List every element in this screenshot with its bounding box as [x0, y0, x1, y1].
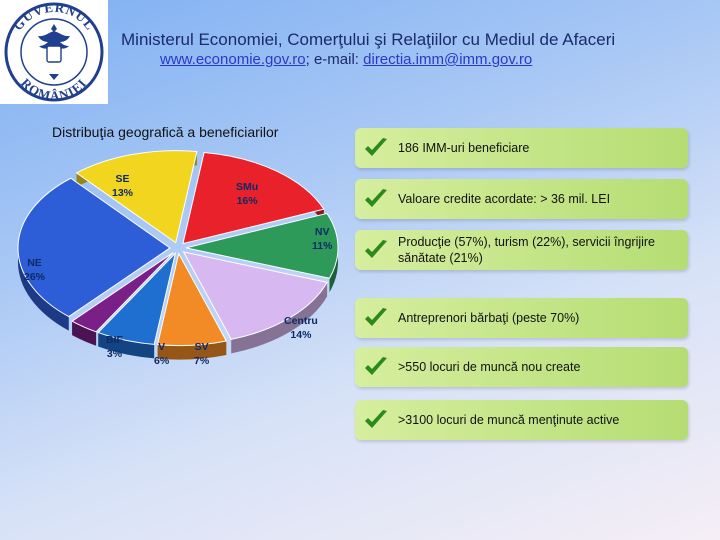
highlight-item: >3100 locuri de muncă menţinute active: [355, 400, 688, 440]
pie-slice-bif: [71, 252, 174, 333]
highlight-text: >3100 locuri de muncă menţinute active: [398, 413, 620, 427]
chart-title: Distribuţia geografică a beneficiarilor: [52, 124, 279, 140]
pie-label-value: 26%: [24, 271, 46, 283]
highlight-text: >550 locuri de muncă nou create: [398, 360, 581, 374]
page-title: Ministerul Economiei, Comerţului şi Rela…: [121, 30, 616, 49]
pie-label-value: 11%: [312, 240, 333, 252]
checkmark-icon: [365, 138, 387, 156]
pie-slice-ne: [17, 177, 171, 318]
website-link[interactable]: www.economie.gov.ro: [160, 51, 306, 68]
highlight-item: Producţie (57%), turism (22%), servicii …: [355, 230, 688, 270]
pie-label-se: SE 13%: [112, 172, 133, 200]
highlight-item: Valoare credite acordate: > 36 mil. LEI: [355, 179, 688, 219]
pie-label-ne: NE 26%: [24, 256, 45, 284]
pie-label-nv: NV 11%: [312, 225, 332, 253]
email-link[interactable]: directia.imm@imm.gov.ro: [363, 51, 533, 68]
pie-label-value: 14%: [290, 329, 312, 341]
pie-label-sv: SV 7%: [194, 340, 209, 368]
contact-separator: ; e-mail:: [305, 51, 364, 68]
checkmark-icon: [365, 189, 387, 207]
highlight-text: 186 IMM-uri beneficiare: [398, 141, 530, 155]
checkmark-icon: [365, 357, 387, 375]
pie-label-name: NE: [27, 257, 42, 269]
pie-label-value: 16%: [236, 195, 258, 207]
pie-label-value: 13%: [112, 187, 134, 199]
pie-slice-side-bif: [72, 321, 97, 346]
pie-slice-side-v: [98, 332, 155, 359]
pie-slice-side-centru: [231, 282, 328, 354]
coat-of-arms-icon: GUVERNUL ROMÂNIEI: [4, 0, 104, 103]
highlight-item: Antreprenori bărbaţi (peste 70%): [355, 298, 688, 338]
highlight-item: 186 IMM-uri beneficiare: [355, 128, 688, 168]
pie-label-name: SMu: [236, 181, 259, 193]
government-logo: GUVERNUL ROMÂNIEI: [0, 0, 108, 104]
pie-label-smu: SMu 16%: [236, 180, 258, 208]
pie-slice-se: [75, 150, 198, 244]
pie-slice-nv: [185, 212, 339, 279]
highlight-text: Producţie (57%), turism (22%), servicii …: [398, 235, 656, 265]
pie-slice-v: [97, 251, 177, 345]
pie-label-value: 7%: [194, 355, 210, 367]
pie-label-name: Centru: [284, 315, 318, 327]
highlight-item: >550 locuri de muncă nou create: [355, 347, 688, 387]
pie-chart: [17, 150, 339, 360]
pie-label-name: V: [158, 341, 166, 353]
pie-label-value: 6%: [154, 355, 170, 367]
contact-line: www.economie.gov.ro; e-mail: directia.im…: [160, 51, 532, 68]
pie-label-centru: Centru 14%: [284, 314, 318, 342]
pie-label-name: SV: [194, 341, 209, 353]
highlight-text: Valoare credite acordate: > 36 mil. LEI: [398, 192, 611, 206]
pie-label-name: NV: [314, 226, 330, 238]
checkmark-icon: [365, 240, 387, 258]
pie-slice-sv: [156, 252, 228, 347]
pie-label-bif: BIF 3%: [106, 333, 123, 361]
pie-label-name: BIF: [106, 334, 123, 346]
highlight-text: Antreprenori bărbaţi (peste 70%): [398, 311, 580, 325]
pie-slice-centru: [182, 251, 328, 340]
pie-slice-smu: [182, 151, 325, 245]
pie-label-name: SE: [115, 173, 130, 185]
pie-label-value: 3%: [106, 348, 123, 360]
checkmark-icon: [365, 308, 387, 326]
checkmark-icon: [365, 410, 387, 428]
pie-label-v: V 6%: [154, 340, 169, 368]
